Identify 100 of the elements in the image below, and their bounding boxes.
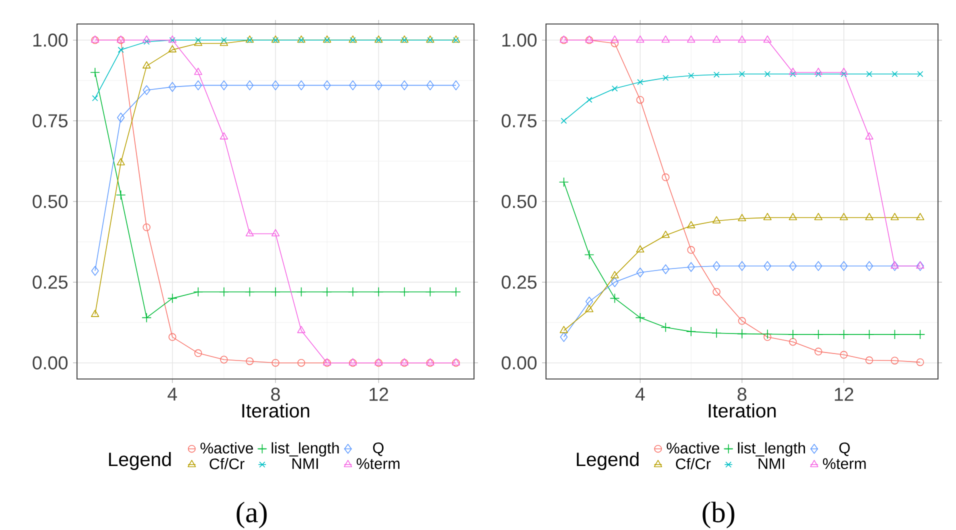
point — [688, 72, 694, 79]
point — [764, 261, 772, 271]
legend-label: Q — [373, 442, 384, 456]
point — [712, 216, 721, 224]
point — [220, 37, 227, 44]
x-tick-label: 12 — [370, 388, 388, 401]
legend-label: %active — [200, 442, 253, 454]
point — [662, 173, 670, 182]
point — [712, 35, 721, 43]
point — [636, 35, 644, 43]
point — [762, 329, 772, 340]
point — [167, 293, 178, 304]
point — [687, 262, 695, 272]
legend-title: Legend — [576, 452, 639, 470]
point — [142, 312, 152, 323]
point — [560, 332, 568, 342]
point — [840, 350, 848, 359]
point — [866, 70, 872, 78]
point — [349, 80, 357, 90]
point — [610, 39, 619, 48]
point — [890, 212, 899, 220]
point — [813, 330, 824, 340]
x-tick-label: 8 — [738, 388, 746, 401]
text: (a) — [236, 502, 267, 528]
point — [142, 85, 150, 96]
point — [636, 245, 644, 252]
point — [272, 358, 280, 367]
y-tick-label: 0.50 — [32, 194, 68, 208]
y-tick-label: 0.50 — [502, 194, 537, 208]
point — [636, 268, 644, 278]
legend-label: %active — [666, 442, 720, 454]
point — [246, 357, 254, 366]
point — [764, 70, 770, 78]
point — [297, 358, 306, 367]
point — [244, 286, 255, 297]
point — [660, 322, 671, 332]
point — [890, 330, 900, 340]
point — [738, 214, 746, 222]
point — [815, 70, 822, 78]
point — [788, 212, 798, 220]
point — [194, 80, 202, 90]
point — [610, 277, 619, 288]
point — [790, 70, 796, 78]
point — [635, 312, 646, 323]
point — [662, 74, 669, 81]
y-tick-label: 0.75 — [502, 114, 537, 128]
point — [272, 80, 280, 90]
legend-label: %term — [356, 458, 400, 470]
y-tick-label: 0.00 — [502, 356, 537, 370]
point — [452, 80, 460, 90]
point — [560, 326, 568, 334]
point — [890, 356, 899, 364]
point — [840, 212, 848, 220]
point — [220, 356, 228, 364]
point — [194, 349, 202, 358]
point — [400, 80, 408, 90]
point — [323, 80, 331, 90]
point — [763, 35, 772, 43]
x-tick-label: 4 — [168, 388, 178, 401]
point — [636, 96, 644, 104]
y-tick-label: 0.25 — [502, 276, 537, 289]
point — [864, 330, 874, 340]
point — [892, 70, 898, 78]
point — [585, 304, 594, 312]
point — [687, 246, 695, 254]
point — [585, 296, 594, 306]
point — [737, 328, 747, 339]
point — [220, 80, 228, 90]
y-tick-label: 0.00 — [32, 356, 68, 370]
x-tick-label: 12 — [834, 388, 854, 401]
point — [610, 293, 620, 304]
x-axis-title: Iteration — [242, 403, 310, 418]
point — [271, 229, 280, 236]
point — [426, 80, 434, 90]
legend-label: NMI — [292, 458, 318, 469]
point — [788, 68, 798, 75]
point — [916, 358, 924, 366]
point — [116, 190, 126, 200]
point — [116, 158, 125, 166]
point — [374, 286, 384, 297]
point — [662, 264, 670, 274]
point — [90, 67, 100, 78]
point — [763, 212, 772, 220]
legend-label: Q — [839, 442, 850, 456]
point — [738, 35, 746, 43]
point — [840, 68, 848, 75]
point — [865, 212, 874, 220]
legend-label: Cf/Cr — [676, 458, 711, 470]
point — [814, 348, 822, 356]
point — [712, 328, 722, 338]
point — [789, 338, 797, 346]
x-axis-title: Iteration — [708, 403, 776, 418]
point — [738, 317, 746, 325]
point — [865, 132, 874, 140]
legend-label: Cf/Cr — [210, 458, 244, 470]
point — [714, 72, 720, 78]
point — [195, 37, 202, 44]
legend-title: Legend — [109, 452, 171, 470]
y-tick-label: 1.00 — [33, 34, 68, 47]
point — [917, 70, 924, 78]
